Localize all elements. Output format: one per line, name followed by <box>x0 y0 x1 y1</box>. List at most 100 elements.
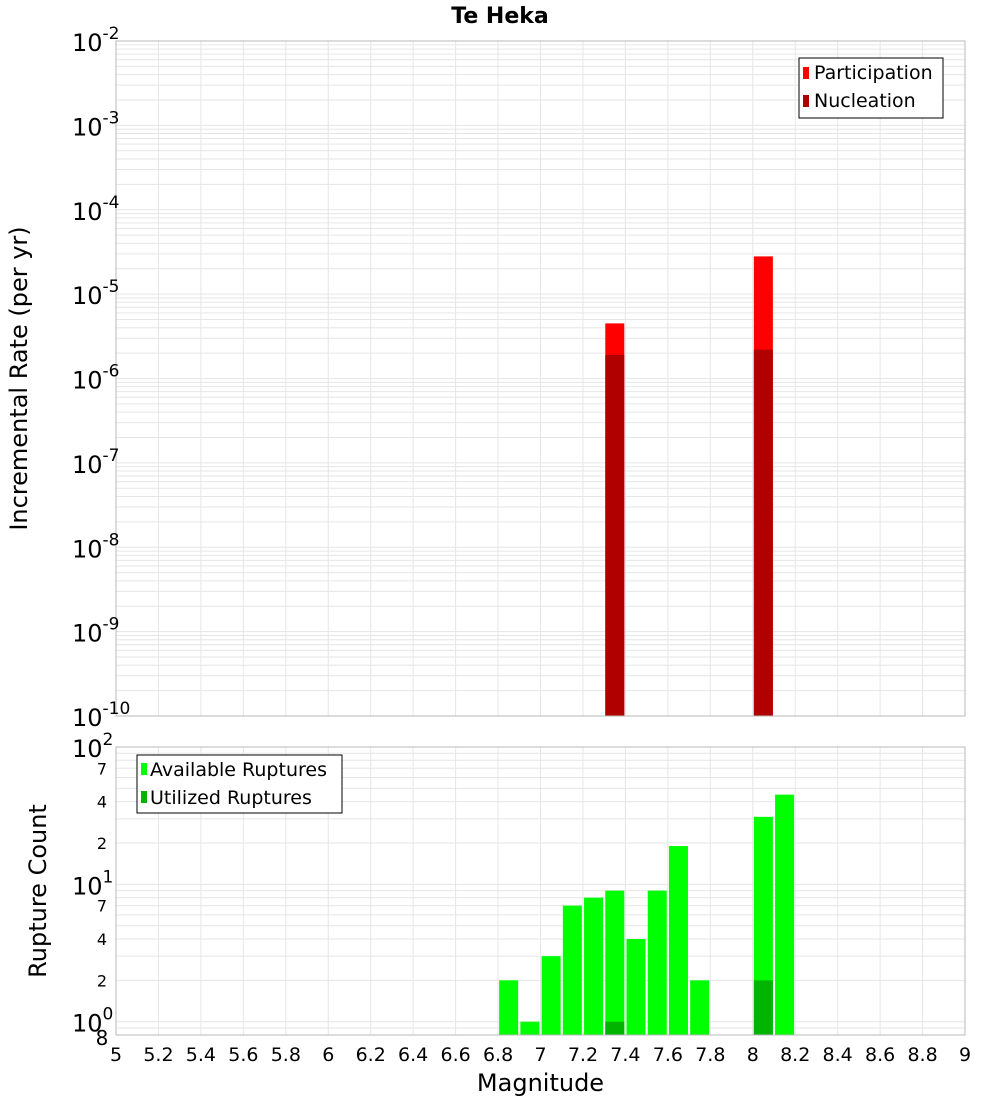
y-tick-label: 101 <box>72 867 113 900</box>
y-tick-exponent: -6 <box>103 362 120 382</box>
y-tick-base: 10 <box>72 620 103 648</box>
x-tick-label: 8 <box>747 1044 759 1066</box>
rupture-legend: Available Ruptures Utilized Ruptures <box>136 754 343 814</box>
available-ruptures-bar <box>605 890 625 1035</box>
y-tick-exponent: -7 <box>103 446 120 466</box>
x-tick-label: 7.6 <box>653 1044 683 1066</box>
x-tick-label: 6 <box>322 1044 334 1066</box>
x-tick-label: 7.4 <box>610 1044 640 1066</box>
y-tick-exponent: 1 <box>103 867 114 887</box>
x-tick-label: 5.6 <box>228 1044 258 1066</box>
utilized-ruptures-bar <box>605 1021 625 1035</box>
y-tick-exponent: -3 <box>103 108 120 128</box>
legend-label-nucleation: Nucleation <box>814 90 916 112</box>
y-tick-label: 2 <box>97 971 107 990</box>
nucleation-bar <box>753 349 773 716</box>
available-ruptures-bar <box>626 939 646 1035</box>
y-tick-label: 7 <box>97 759 107 778</box>
x-tick-label: 6.6 <box>440 1044 470 1066</box>
y-tick-exponent: 0 <box>103 1005 114 1025</box>
y-tick-base: 10 <box>72 451 103 479</box>
y-tick-exponent: 2 <box>103 730 114 750</box>
y-tick-label: 2 <box>97 834 107 853</box>
x-tick-label: 8.4 <box>823 1044 853 1066</box>
legend-label-participation: Participation <box>814 62 933 84</box>
y-tick-label: 10-3 <box>72 108 120 141</box>
legend-swatch-nucleation <box>803 95 809 107</box>
legend-label-available: Available Ruptures <box>150 759 327 781</box>
available-ruptures-bar <box>647 890 667 1035</box>
nucleation-bar <box>605 354 625 716</box>
x-tick-label: 6.2 <box>356 1044 386 1066</box>
y-tick-base: 10 <box>72 198 103 226</box>
y-tick-base: 10 <box>72 282 103 310</box>
available-ruptures-bar <box>541 956 561 1035</box>
y-tick-label: 100 <box>72 1005 113 1038</box>
y-tick-base: 10 <box>72 1010 103 1038</box>
y-axis-title-rate: Incremental Rate (per yr) <box>5 226 33 530</box>
y-tick-label: 10-6 <box>72 362 120 395</box>
y-tick-label: 102 <box>72 730 113 763</box>
utilized-ruptures-bar <box>753 980 773 1035</box>
x-tick-label: 5.4 <box>186 1044 216 1066</box>
available-ruptures-bar <box>690 980 710 1035</box>
y-tick-exponent: -2 <box>103 24 120 44</box>
y-tick-exponent: -8 <box>103 530 120 550</box>
x-tick-label: 5.2 <box>143 1044 173 1066</box>
rate-legend: Participation Nucleation <box>798 57 944 119</box>
legend-swatch-available <box>141 763 147 775</box>
y-tick-label: 4 <box>97 930 107 949</box>
x-tick-label: 5 <box>110 1044 122 1066</box>
rupture-plot-frame <box>115 746 966 1036</box>
y-tick-exponent: -5 <box>103 277 120 297</box>
y-tick-base: 10 <box>72 704 103 732</box>
x-tick-label: 8.6 <box>865 1044 895 1066</box>
y-tick-label: 10-9 <box>72 615 120 648</box>
y-tick-base: 10 <box>72 113 103 141</box>
legend-label-utilized: Utilized Ruptures <box>150 787 312 809</box>
y-tick-exponent: -9 <box>103 615 120 635</box>
y-axis-title-count: Rupture Count <box>24 804 52 978</box>
y-tick-label: 10-4 <box>72 193 120 226</box>
legend-box <box>136 754 343 814</box>
y-tick-base: 10 <box>72 367 103 395</box>
x-tick-label: 8.8 <box>907 1044 937 1066</box>
chart-title: Te Heka <box>451 4 548 29</box>
x-tick-label: 7 <box>534 1044 546 1066</box>
y-tick-label: 10-2 <box>72 24 120 57</box>
legend-box <box>798 57 944 119</box>
y-tick-label: 8 <box>96 1026 109 1050</box>
y-tick-base: 10 <box>72 735 103 763</box>
available-ruptures-bar <box>584 897 604 1035</box>
y-tick-label: 10-10 <box>72 699 130 732</box>
y-tick-base: 10 <box>72 872 103 900</box>
y-tick-base: 10 <box>72 535 103 563</box>
available-ruptures-bar <box>520 1021 540 1035</box>
y-tick-label: 4 <box>97 793 107 812</box>
available-ruptures-bar <box>499 980 519 1035</box>
x-tick-label: 5.8 <box>271 1044 301 1066</box>
y-tick-label: 7 <box>97 897 107 916</box>
y-tick-exponent: -4 <box>103 193 120 213</box>
available-ruptures-bar <box>775 794 795 1035</box>
x-tick-label: 7.8 <box>695 1044 725 1066</box>
available-ruptures-bar <box>562 905 582 1035</box>
x-tick-label: 9 <box>959 1044 971 1066</box>
x-tick-label: 6.8 <box>483 1044 513 1066</box>
y-tick-label: 10-7 <box>72 446 120 479</box>
legend-swatch-utilized <box>141 791 147 803</box>
x-tick-label: 7.2 <box>568 1044 598 1066</box>
available-ruptures-bar <box>668 846 688 1035</box>
rate-plot-frame <box>115 40 966 717</box>
y-tick-label: 10-8 <box>72 530 120 563</box>
y-tick-base: 10 <box>72 29 103 57</box>
y-tick-exponent: -10 <box>103 699 131 719</box>
legend-swatch-participation <box>803 67 809 79</box>
y-tick-label: 10-5 <box>72 277 120 310</box>
x-tick-label: 8.2 <box>780 1044 810 1066</box>
x-tick-label: 6.4 <box>398 1044 428 1066</box>
x-axis-title: Magnitude <box>477 1069 604 1097</box>
